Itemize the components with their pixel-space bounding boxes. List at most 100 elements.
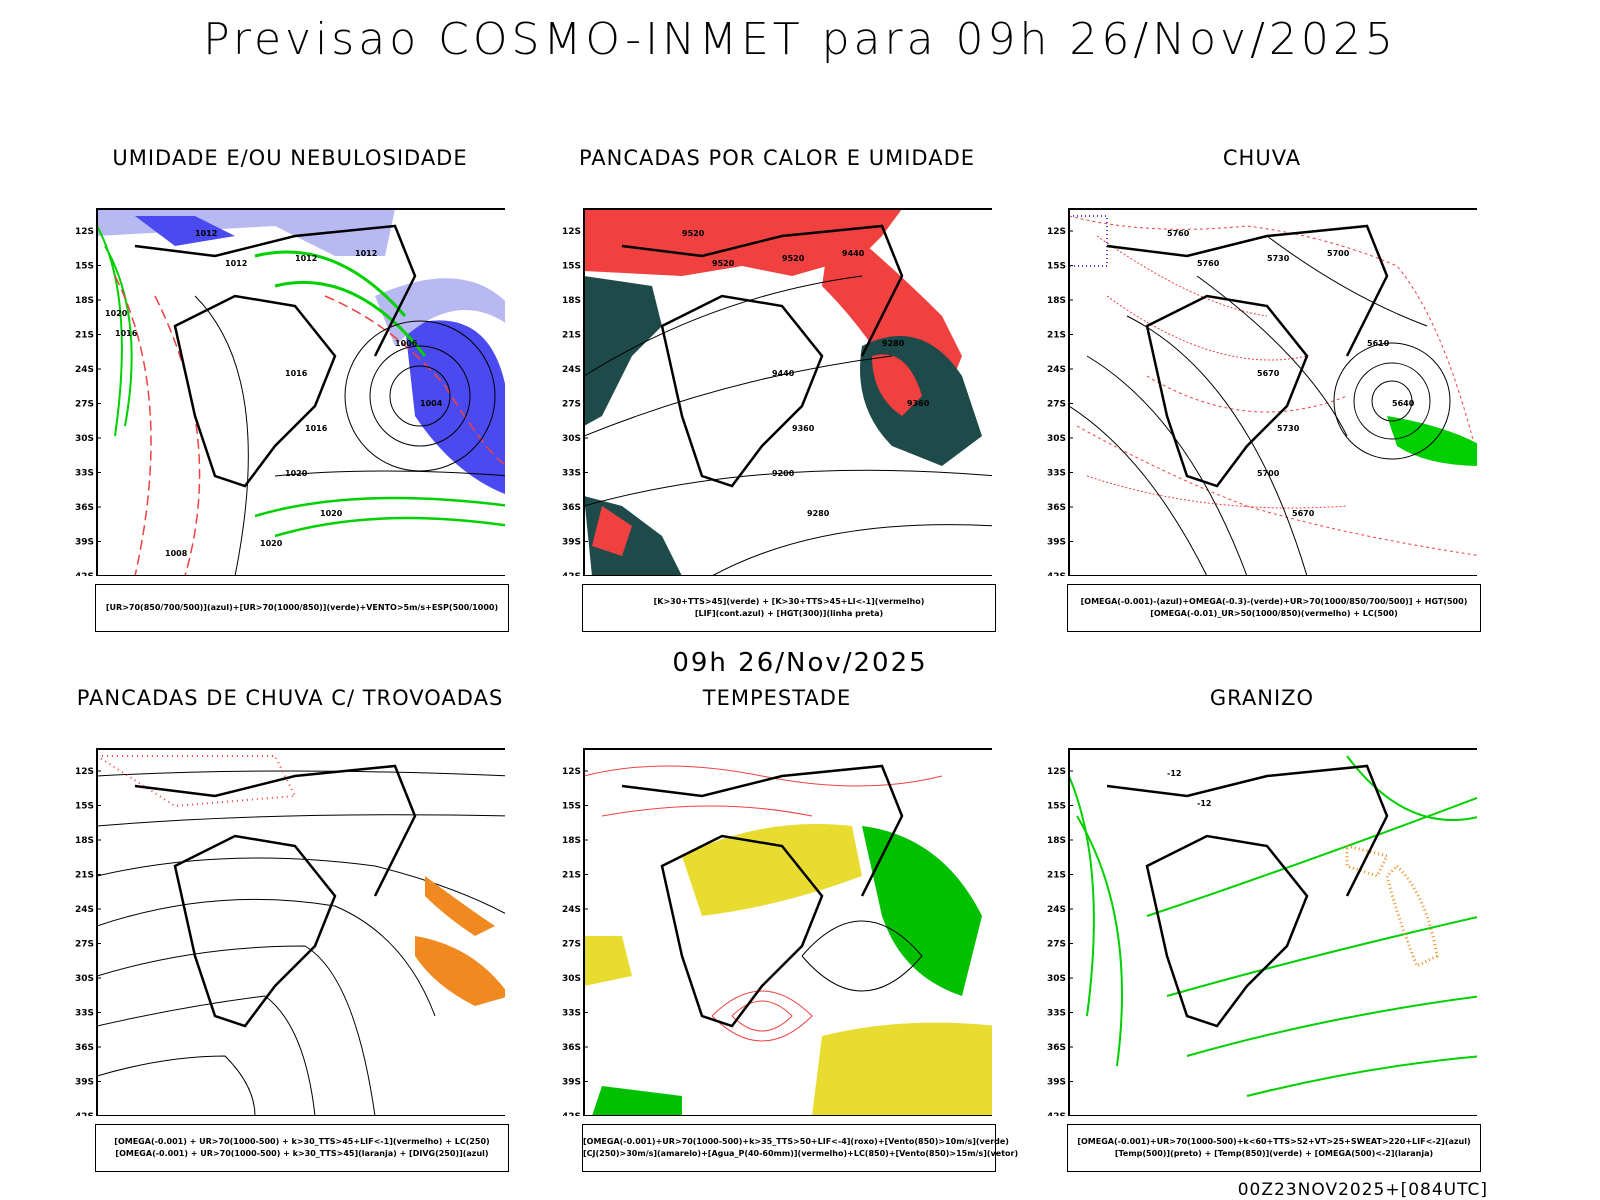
lat-tick-label: 33S [75, 1009, 94, 1019]
legend-line: [CJ(250)>30m/s](amarelo)+[Agua_P(40-60mm… [583, 1149, 1019, 1158]
contour-label: 9520 [782, 254, 805, 263]
contour-label: 1020 [105, 309, 128, 318]
lat-tick-label: 24S [75, 905, 94, 915]
legend-line: [OMEGA(-0.001) + UR>70(1000-500) + k>30_… [114, 1137, 490, 1146]
contour-label: 1006 [395, 339, 418, 348]
lat-tick-label: 42S [562, 1112, 581, 1116]
contour-label: 9520 [712, 259, 735, 268]
contour-label: 1012 [295, 254, 317, 263]
panel-title: GRANIZO [1209, 686, 1315, 710]
contour-label: 9520 [682, 229, 705, 238]
lat-tick-label: 27S [562, 940, 581, 950]
lat-tick-label: 33S [75, 469, 94, 479]
map-frame [96, 748, 505, 1116]
legend-box: [OMEGA(-0.001)+UR>70(1000-500)+k<60+TTS>… [1067, 1124, 1481, 1172]
lat-tick-label: 18S [75, 836, 94, 846]
lat-tick-label: 39S [75, 1078, 94, 1088]
map-frame [96, 208, 505, 576]
lat-tick-label: 36S [562, 503, 581, 513]
legend-line: [K>30+TTS>45](verde) + [K>30+TTS>45+LI<-… [653, 597, 925, 606]
lat-tick-label: 39S [1047, 1078, 1066, 1088]
legend-box: [K>30+TTS>45](verde) + [K>30+TTS>45+LI<-… [582, 584, 996, 632]
contour-label: 9360 [907, 399, 930, 408]
lat-tick-label: 39S [75, 538, 94, 548]
lat-tick-label: 33S [1047, 469, 1066, 479]
lat-tick-label: 21S [75, 331, 94, 341]
panel-tempestade: TEMPESTADE 12S 15S 18S 21S 24S 27S 30S 33S 36S 39… [562, 686, 1018, 1172]
lat-tick-label: 42S [1047, 1112, 1066, 1116]
contour-label: 1012 [355, 249, 377, 258]
map-frame [583, 208, 992, 576]
run-footer: 00Z23NOV2025+[084UTC] [1237, 1180, 1488, 1200]
map-tempestade: 12S15S18S21S24S27S30S33S36S39S42S70W65W6… [562, 748, 992, 1116]
panel-umidade: UMIDADE E/OU NEBULOSIDADE 12S 15S 18S 21S 24… [75, 146, 509, 632]
legend-box: [UR>70(850/700/500)](azul)+[UR>70(1000/8… [95, 584, 509, 632]
lat-tick-label: 30S [75, 434, 94, 444]
lat-tick-label: 33S [1047, 1009, 1066, 1019]
panel-title: CHUVA [1222, 146, 1302, 170]
contour-label: 9280 [882, 339, 905, 348]
lat-tick-label: 21S [75, 871, 94, 881]
lat-tick-label: 12S [75, 227, 94, 237]
lat-tick-label: 12S [562, 767, 581, 777]
lat-tick-label: 42S [75, 572, 94, 576]
lat-tick-label: 36S [562, 1043, 581, 1053]
contour-label: 5700 [1257, 469, 1280, 478]
panel-granizo: GRANIZO 12S 15S 18S 21S 24S 27S 30S 33S 36S 39S 42… [1047, 686, 1481, 1172]
lat-tick-label: 30S [562, 974, 581, 984]
panel-pancadas-calor: PANCADAS POR CALOR E UMIDADE 12S 15S 18S 21… [562, 146, 996, 632]
contour-label: 1016 [115, 329, 138, 338]
contour-label: 1012 [195, 229, 217, 238]
contour-label: -12 [1197, 799, 1211, 808]
lat-tick-label: 36S [75, 503, 94, 513]
lat-tick-label: 30S [1047, 434, 1066, 444]
lat-tick-label: 21S [1047, 871, 1066, 881]
legend-line: [OMEGA(-0.001) + UR>70(1000-500) + k>30_… [115, 1149, 489, 1158]
lat-tick-label: 27S [562, 400, 581, 410]
legend-line: [OMEGA(-0.001)+UR>70(1000-500)+k>35_TTS>… [583, 1137, 1009, 1146]
contour-label: 5640 [1392, 399, 1415, 408]
contour-label: 5700 [1327, 249, 1350, 258]
lat-tick-label: 42S [562, 572, 581, 576]
lat-tick-label: 15S [1047, 802, 1066, 812]
lat-tick-label: 15S [562, 262, 581, 272]
lat-tick-label: 27S [75, 400, 94, 410]
lat-tick-label: 36S [75, 1043, 94, 1053]
contour-label: 1004 [420, 399, 443, 408]
lat-tick-label: 18S [562, 836, 581, 846]
panel-title: PANCADAS POR CALOR E UMIDADE [578, 146, 976, 170]
legend-line: [OMEGA(-0.001)-(azul)+OMEGA(-0.3)-(verde… [1080, 597, 1468, 606]
contour-label: 1020 [320, 509, 343, 518]
legend-box: [OMEGA(-0.001)+UR>70(1000-500)+k>35_TTS>… [582, 1124, 1019, 1172]
map-frame [1068, 208, 1477, 576]
lat-tick-label: 18S [75, 296, 94, 306]
panel-title: TEMPESTADE [702, 686, 852, 710]
legend-box: [OMEGA(-0.001) + UR>70(1000-500) + k>30_… [95, 1124, 509, 1172]
lat-tick-label: 42S [75, 1112, 94, 1116]
lat-tick-label: 24S [75, 365, 94, 375]
legend-line: [LIF](cont.azul) + [HGT(300)](linha pret… [694, 609, 884, 618]
lat-tick-label: 24S [1047, 905, 1066, 915]
contour-label: 5760 [1197, 259, 1220, 268]
contour-label: 1016 [305, 424, 328, 433]
mid-date: 09h 26/Nov/2025 [672, 648, 928, 678]
lat-tick-label: 27S [1047, 940, 1066, 950]
lat-tick-label: 27S [1047, 400, 1066, 410]
lat-tick-label: 15S [1047, 262, 1066, 272]
contour-label: 1012 [225, 259, 247, 268]
lat-tick-label: 36S [1047, 503, 1066, 513]
map-pancadas-calor: 12S15S18S21S24S27S30S33S36S39S42S70W65W6… [562, 208, 992, 576]
contour-label: 5670 [1257, 369, 1280, 378]
contour-label: 9440 [842, 249, 865, 258]
lat-tick-label: 39S [562, 1078, 581, 1088]
legend-line: [UR>70(850/700/500)](azul)+[UR>70(1000/8… [105, 603, 499, 612]
contour-label: 1008 [165, 549, 188, 558]
lat-tick-label: 39S [1047, 538, 1066, 548]
lat-tick-label: 21S [1047, 331, 1066, 341]
lat-tick-label: 15S [75, 802, 94, 812]
contour-label: 9360 [792, 424, 815, 433]
lat-tick-label: 15S [75, 262, 94, 272]
lat-tick-label: 12S [75, 767, 94, 777]
lat-tick-label: 12S [562, 227, 581, 237]
contour-label: 5670 [1292, 509, 1315, 518]
